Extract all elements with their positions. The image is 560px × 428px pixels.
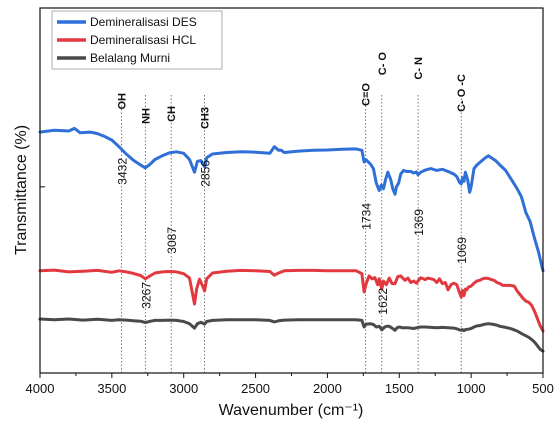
series-line-1 [38,126,545,273]
group-label: C- O [377,52,389,76]
x-axis-ticks: 4000 3500 3000 2500 2000 1500 1000 500 [26,373,554,396]
legend-label-2: Demineralisasi HCL [90,33,196,47]
peak-label-1622: 1622 [376,288,390,315]
peak-label-1369: 1369 [412,209,426,236]
spectra-series [38,126,545,353]
peak-label-3432: 3432 [116,158,130,185]
x-tick-label: 2000 [313,381,342,396]
x-tick-label: 1500 [385,381,414,396]
group-label: CH3 [199,107,211,129]
peak-label-3087: 3087 [165,227,179,254]
peak-labels: 3432 2856 1734 1369 3087 1069 3267 1622 [116,158,470,315]
peak-label-1069: 1069 [455,237,469,264]
group-label: CH [166,106,178,122]
series-line-3 [38,317,545,353]
peak-label-1734: 1734 [360,203,374,230]
legend: Demineralisasi DES Demineralisasi HCL Bela… [51,10,223,70]
peak-label-3267: 3267 [139,282,153,309]
peak-label-2856: 2856 [198,160,212,187]
group-label: C- O -C [456,74,468,112]
x-tick-label: 1000 [457,381,486,396]
x-tick-label: 500 [532,381,554,396]
x-tick-label: 2500 [241,381,270,396]
group-label: C=O [361,83,373,106]
functional-group-labels: OH NH CH CH3 C=O C- O C- N C- O -C [117,52,469,129]
x-tick-label: 3000 [169,381,198,396]
group-label: OH [117,93,129,110]
x-axis-title: Wavenumber (cm⁻¹) [219,402,364,419]
x-tick-label: 3500 [97,381,126,396]
y-axis-title: Transmittance (%) [13,125,30,255]
group-label: C- N [413,57,425,80]
legend-label-1: Demineralisasi DES [90,15,197,29]
group-label: NH [140,108,152,124]
series-line-2 [38,268,545,333]
legend-label-3: Belalang Murni [90,51,170,65]
x-tick-label: 4000 [26,381,55,396]
